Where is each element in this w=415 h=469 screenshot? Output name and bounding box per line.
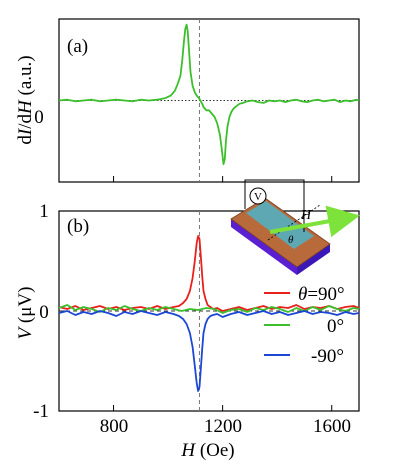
panel-b-ylabel: V (μV) [15, 287, 36, 340]
legend-item-theta90: θ=90° [264, 284, 345, 305]
device-film-strip [246, 201, 314, 249]
angle-label: θ [288, 234, 294, 246]
panel-a-series [58, 23, 360, 166]
panel-b-xlabel: H (Oe) [180, 440, 234, 461]
panel-a-ytick-label-0: 0 [34, 107, 44, 128]
panel-b-ytick-label-neg1: -1 [33, 401, 49, 422]
legend-item-theta0: 0° [264, 316, 344, 337]
panel-a-ylabel: dI/dH (a.u.) [15, 55, 36, 144]
panel-b-series [58, 235, 360, 392]
panel-b-xtick-label-1600: 1600 [313, 416, 351, 437]
panel-b-series-line-0 [58, 235, 360, 312]
substrate-front-face [297, 244, 330, 275]
panel-a-label: (a) [67, 36, 88, 57]
panel-b-ytick-label-1: 1 [39, 201, 49, 222]
panel-b-series-line-2 [58, 310, 360, 392]
legend-label-theta-neg90: -90° [311, 346, 344, 367]
panel-b-label: (b) [67, 216, 89, 237]
panel-b: (b) V (μV) 1 0 -1 800 1200 1600 H (Oe) θ… [15, 179, 360, 461]
legend-label-theta0: 0° [327, 316, 344, 337]
field-direction-arrow [269, 205, 360, 238]
legend-label-theta90: θ=90° [298, 284, 345, 305]
panel-a: (a) dI/dH (a.u.) 0 [15, 18, 360, 183]
angle-reference-line [267, 204, 321, 241]
panel-b-xtick-label-1200: 1200 [204, 416, 242, 437]
panel-a-ticks [59, 100, 333, 182]
legend-item-theta-neg90: -90° [264, 346, 344, 367]
field-label: H [300, 208, 312, 223]
device-schematic-inset: V H θ [230, 179, 360, 275]
voltmeter-symbol [249, 187, 267, 205]
panel-a-series-line-0 [58, 23, 360, 166]
panel-b-xtick-label-800: 800 [100, 416, 129, 437]
panel-b-reference-lines [59, 211, 359, 411]
substrate-side-face [231, 219, 297, 275]
panel-b-ytick-label-0: 0 [39, 302, 49, 323]
voltmeter-wire [244, 179, 305, 232]
panel-b-series-line-1 [58, 304, 360, 314]
legend: θ=90° 0° -90° [264, 284, 345, 367]
voltmeter-label: V [254, 191, 262, 203]
